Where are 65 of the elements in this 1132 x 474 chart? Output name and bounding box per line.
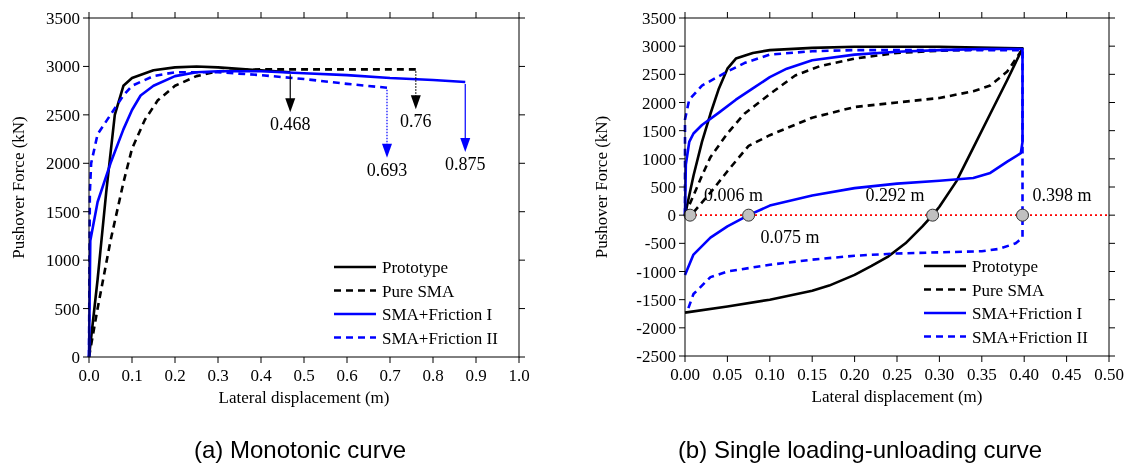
annotation: 0.006 m	[704, 185, 764, 206]
x-axis-title: Lateral displacement (m)	[811, 387, 983, 406]
x-tick-label: 0.8	[422, 366, 444, 385]
y-tick-label: 1500	[46, 202, 80, 222]
x-axis-title: Lateral displacement (m)	[218, 388, 390, 407]
x-tick-label: 0.9	[465, 366, 487, 385]
y-tick-label: 0	[71, 348, 80, 367]
x-tick-label: 0.5	[293, 366, 315, 385]
x-tick-label: 0.05	[712, 365, 743, 384]
y-tick-label: 2500	[46, 105, 80, 125]
legend-label: Prototype	[972, 257, 1039, 276]
y-tick-label: 0	[667, 206, 676, 226]
x-tick-label: 0.45	[1051, 365, 1082, 384]
legend-label: Pure SMA	[972, 280, 1045, 300]
y-tick-label: 1000	[46, 251, 80, 271]
x-tick-label: 0.15	[797, 365, 828, 384]
annotation: 0.875	[445, 153, 486, 174]
y-tick-label: 2000	[46, 154, 80, 174]
x-tick-label: 1.0	[508, 366, 530, 385]
legend-label: SMA+Friction I	[972, 304, 1083, 323]
legend-label: Prototype	[382, 258, 449, 277]
y-tick-label: -1500	[636, 290, 676, 310]
legend-label: Pure SMA	[382, 281, 455, 301]
x-tick-label: 0.10	[754, 365, 785, 384]
x-tick-label: 0.0	[78, 366, 100, 385]
y-tick-label: 500	[54, 299, 80, 319]
x-tick-label: 0.20	[839, 365, 870, 384]
y-tick-label: -2500	[636, 347, 676, 366]
x-tick-label: 0.30	[924, 365, 955, 384]
legend-label: SMA+Friction I	[382, 305, 493, 324]
y-tick-label: 500	[650, 178, 676, 197]
y-tick-label: 2500	[642, 65, 676, 85]
x-tick-label: 0.50	[1094, 365, 1124, 384]
x-tick-label: 0.35	[966, 365, 997, 384]
legend-label: SMA+Friction II	[972, 327, 1089, 347]
x-tick-label: 0.6	[336, 366, 358, 385]
x-tick-label: 0.1	[121, 366, 143, 385]
annotation: 0.693	[366, 159, 408, 180]
y-tick-label: -500	[644, 234, 676, 254]
y-tick-label: 1500	[642, 121, 676, 141]
x-tick-label: 0.3	[207, 366, 229, 385]
x-tick-label: 0.40	[1009, 365, 1040, 384]
y-tick-label: 3500	[46, 9, 80, 28]
annotation: 0.76	[400, 111, 432, 132]
x-tick-label: 0.25	[882, 365, 912, 384]
x-tick-label: 0.7	[379, 366, 402, 385]
y-tick-label: 2000	[642, 93, 676, 113]
annotation: 0.075 m	[760, 227, 820, 248]
y-tick-label: 1000	[642, 149, 676, 169]
x-tick-label: 0.2	[164, 366, 186, 385]
annotation: 0.398 m	[1032, 185, 1092, 206]
y-tick-label: -1000	[636, 262, 676, 282]
y-tick-label: 3000	[46, 57, 80, 77]
x-tick-label: 0.4	[250, 366, 273, 385]
annotation: 0.292 m	[865, 185, 925, 206]
annotation: 0.468	[269, 114, 311, 135]
y-tick-label: 3000	[642, 37, 676, 57]
x-tick-label: 0.00	[670, 365, 700, 384]
y-axis-title: Pushover Force (kN)	[592, 115, 611, 259]
text: (a) Monotonic curve	[193, 436, 407, 463]
y-tick-label: 3500	[642, 9, 676, 28]
y-axis-title: Pushover Force (kN)	[9, 116, 28, 259]
legend-label: SMA+Friction II	[382, 328, 499, 348]
y-tick-label: -2000	[636, 318, 676, 338]
text: (b) Single loading-unloading curve	[677, 436, 1043, 463]
